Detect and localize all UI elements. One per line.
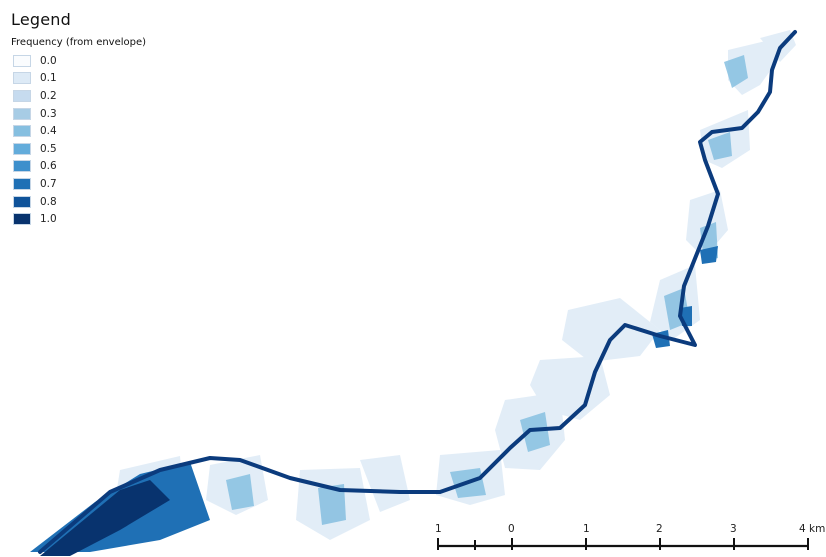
legend-subtitle: Frequency (from envelope) [11,37,147,48]
legend-label: 1.0 [40,213,57,226]
scale-bar: 1 0 1 2 3 4 km [435,523,825,550]
legend-item: 1.0 [10,210,180,228]
legend-item: 0.1 [10,70,180,88]
legend-swatch [13,107,31,120]
legend-list: 0.0 0.1 0.2 0.3 0.4 0.5 0.6 0.7 [10,52,180,228]
legend-item: 0.0 [10,52,180,70]
legend-swatch [13,72,31,85]
legend-label: 0.6 [40,160,57,173]
legend-swatch [13,125,31,138]
legend-item: 0.5 [10,140,180,158]
legend-item: 0.4 [10,122,180,140]
legend-label: 0.8 [40,195,57,208]
floodplain-extent-max [40,480,170,556]
legend-title: Legend [11,10,71,29]
scale-tick-label: 1 [435,523,442,535]
scale-tick-label: 4 km [799,523,825,535]
scale-tick-label: 1 [583,523,590,535]
legend-item: 0.2 [10,87,180,105]
legend-label: 0.2 [40,89,57,102]
floodplain-extent-low [112,30,796,540]
scale-tick-label: 3 [730,523,737,535]
legend-swatch [13,213,31,226]
legend-label: 0.0 [40,54,57,67]
legend-item: 0.8 [10,193,180,211]
legend-label: 0.4 [40,125,57,138]
legend-swatch [13,195,31,208]
legend-item: 0.7 [10,175,180,193]
legend-swatch [13,160,31,173]
legend-item: 0.3 [10,105,180,123]
legend-label: 0.5 [40,142,57,155]
scale-tick-label: 2 [656,523,663,535]
river-channel [38,30,797,554]
legend-swatch [13,89,31,102]
legend-label: 0.1 [40,72,57,85]
legend-label: 0.7 [40,177,57,190]
legend-item: 0.6 [10,158,180,176]
scale-tick-label: 0 [508,523,515,535]
legend: Legend Frequency (from envelope) 0.0 0.1… [10,10,180,228]
legend-label: 0.3 [40,107,57,120]
legend-swatch [13,177,31,190]
legend-swatch [13,142,31,155]
legend-swatch [13,54,31,67]
